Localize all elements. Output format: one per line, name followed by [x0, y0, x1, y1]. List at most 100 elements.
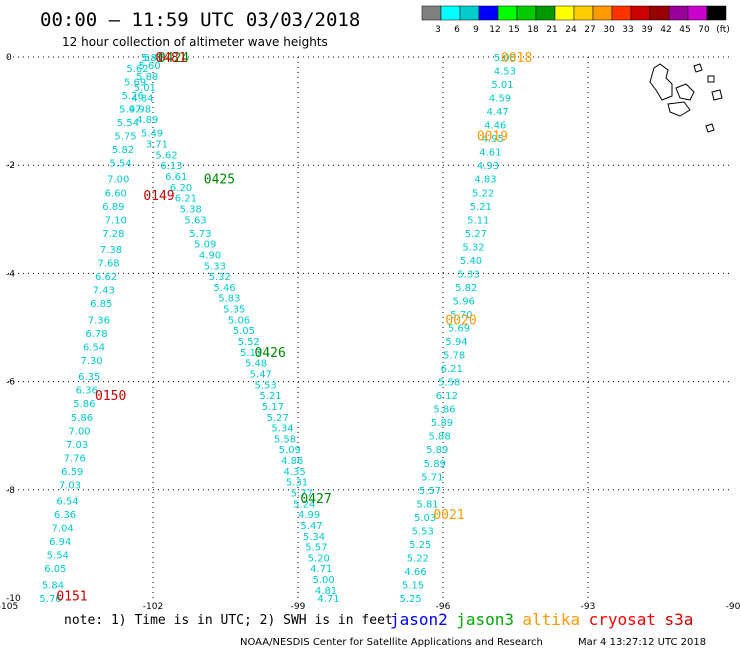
swh-value: 5.09 [279, 445, 301, 456]
colorbar-label: 70 [698, 25, 710, 35]
swh-value: 5.96 [453, 296, 475, 307]
colorbar-swatch [706, 5, 727, 21]
colorbar-label: (ft) [716, 25, 730, 35]
swh-value: 5.11 [467, 215, 489, 226]
swh-value: 6.54 [56, 497, 78, 508]
swh-value: 5.34 [303, 532, 325, 543]
colorbar-label: 27 [584, 25, 595, 35]
swh-value: 5.88 [429, 432, 451, 443]
mission-s3a: s3a [665, 610, 694, 629]
colorbar-swatch [573, 5, 594, 21]
swh-value: 5.21 [470, 202, 492, 213]
swh-value: 7.68 [97, 259, 119, 270]
chart-title: 00:00 – 11:59 UTC 03/03/2018 [40, 9, 360, 31]
swh-value: 5.53 [255, 380, 277, 391]
swh-value: 5.38 [180, 204, 202, 215]
x-tick-label: -90 [726, 602, 740, 612]
y-tick-label: -8 [6, 486, 15, 496]
swh-value: 4.98 [129, 104, 151, 115]
colorbar-label: 21 [546, 25, 557, 35]
swh-value: 4.59 [489, 94, 511, 105]
swh-value: 6.13 [160, 161, 182, 172]
swh-value: 5.15 [402, 580, 424, 591]
colorbar-legend: 3 6 9 12 15 18 21 24 27 30 33 39 42 45 70 (ft) [421, 5, 730, 35]
colorbar-swatch [554, 5, 575, 21]
swh-value: 5.76 [39, 594, 61, 605]
swh-value: 5.86 [71, 413, 93, 424]
mission-altika: altika [522, 610, 580, 629]
swh-value: 5.26 [122, 91, 144, 102]
swh-value: 5.27 [267, 413, 289, 424]
swh-value: 6.54 [83, 342, 105, 353]
y-tick-label: -2 [6, 161, 15, 171]
swh-value: 6.12 [436, 391, 458, 402]
swh-value: 4.95 [482, 134, 504, 145]
swh-value: 5.57 [305, 543, 327, 554]
swh-value: 5.97 [119, 104, 141, 115]
pass-label: 0018 [501, 51, 532, 66]
colorbar-swatch [687, 5, 708, 21]
swh-value: 5.06 [228, 315, 250, 326]
swh-value: 5.52 [238, 337, 260, 348]
swh-value: 5.77 [291, 489, 313, 500]
swh-value: 5.17 [240, 348, 262, 359]
pass-labels: 0149 0150 0151 0424 0425 0426 0427 0018 0019 0020… [56, 51, 532, 604]
swh-value: 5.86 [433, 405, 455, 416]
x-tick-label: -102 [143, 602, 163, 612]
x-tick-label: -93 [581, 602, 596, 612]
swh-value: 5.00 [313, 575, 335, 586]
swh-value: 4.35 [284, 467, 306, 478]
mission-jason2: jason2 [390, 610, 448, 629]
swh-value: 7.38 [100, 245, 122, 256]
swh-value: 7.76 [64, 453, 86, 464]
colorbar-swatch [630, 5, 651, 21]
swh-value: 5.57 [419, 486, 441, 497]
swh-value: 4.66 [404, 567, 426, 578]
chart-subtitle: 12 hour collection of altimeter wave hei… [62, 35, 328, 49]
swh-value: 5.83 [218, 294, 240, 305]
swh-value: 5.89 [426, 445, 448, 456]
swh-value: 5.63 [184, 215, 206, 226]
swh-value: 5.58 [274, 434, 296, 445]
swh-value: 6.59 [61, 467, 83, 478]
swh-value: 5.89 [431, 418, 453, 429]
x-tick-label: -99 [291, 602, 306, 612]
colorbar-label: 30 [603, 25, 615, 35]
swh-value: 5.88 [136, 72, 158, 83]
swh-value: 7.00 [68, 426, 90, 437]
plot-area: -105-102-99-96-93-900-2-4-6-8-10 5.485.6… [0, 51, 740, 612]
swh-value: 5.34 [271, 424, 293, 435]
swh-value: 5.20 [308, 553, 330, 564]
colorbar-swatch [668, 5, 689, 21]
swh-value: 5.09 [194, 240, 216, 251]
pass-label: 0020 [445, 313, 476, 328]
swh-value: 7.28 [102, 229, 124, 240]
swh-value: 5.62 [126, 64, 148, 75]
y-tick-label: -4 [6, 269, 15, 279]
swh-value: 5.27 [465, 229, 487, 240]
pass-label: 0481 [155, 51, 186, 66]
colorbar-swatch [440, 5, 461, 21]
swh-value: 5.73 [189, 229, 211, 240]
swh-value: 5.71 [421, 472, 443, 483]
swh-value: 5.62 [155, 150, 177, 161]
swh-value: 5.05 [233, 326, 255, 337]
axis-ticks: -105 -102 -99 -96 -93 -90 0 -2 -4 -6 -8 -10 [0, 53, 740, 612]
swh-value: 4.53 [494, 67, 516, 78]
swh-value: 5.35 [223, 305, 245, 316]
swh-value: 6.21 [441, 364, 463, 375]
swh-value: 7.30 [81, 356, 103, 367]
swh-value: 4.86 [281, 456, 303, 467]
colorbar-swatch [497, 5, 518, 21]
swh-value: 5.32 [209, 272, 231, 283]
x-tick-label: -105 [0, 602, 18, 612]
swh-value: 5.48 [245, 359, 267, 370]
colorbar-label: 42 [660, 25, 671, 35]
colorbar-swatch [459, 5, 480, 21]
swh-value: 5.33 [458, 269, 480, 280]
swh-value: 4.71 [310, 564, 332, 575]
galapagos-islands [649, 63, 723, 133]
colorbar-label: 6 [454, 25, 460, 35]
swh-value: 5.82 [455, 283, 477, 294]
y-tick-label: 0 [6, 53, 12, 63]
